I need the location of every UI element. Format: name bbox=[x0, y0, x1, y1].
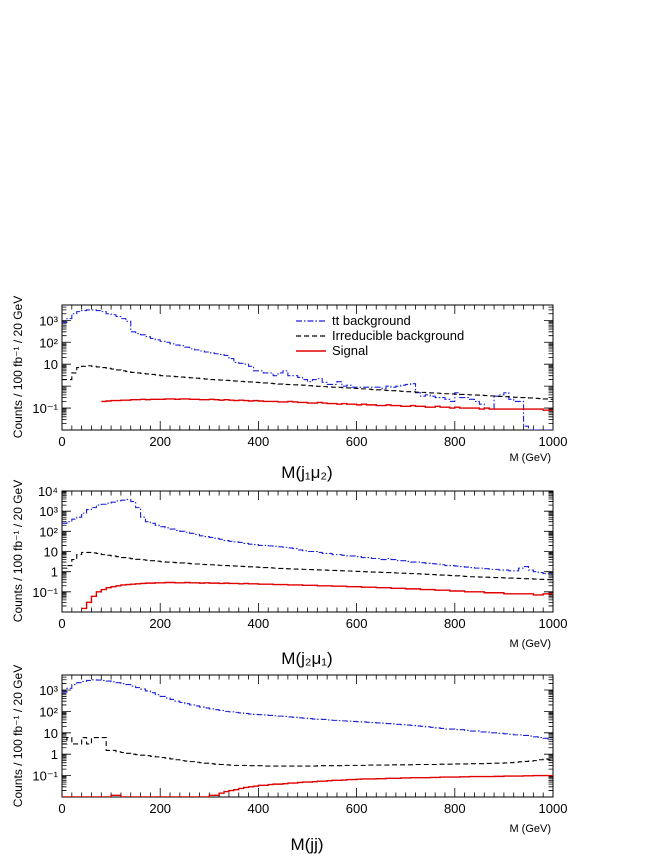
y-tick-label: 10³ bbox=[39, 683, 58, 698]
y-tick-label: 10⁻¹ bbox=[32, 401, 58, 416]
y-axis-label: Counts / 100 fb⁻¹ / 20 GeV bbox=[11, 296, 25, 438]
legend-label-signal: Signal bbox=[332, 343, 368, 358]
x-tick-label: 1000 bbox=[539, 434, 568, 449]
x-tick-label: 600 bbox=[346, 616, 368, 631]
x-tick-label: 1000 bbox=[539, 801, 568, 816]
plot-frame-3 bbox=[61, 674, 554, 798]
x-tick-label: 800 bbox=[444, 434, 466, 449]
irreducible-background-series-2 bbox=[62, 551, 553, 581]
x-tick-label: 600 bbox=[346, 801, 368, 816]
y-tick-label: 10 bbox=[44, 545, 58, 560]
y-tick-label: 10³ bbox=[39, 313, 58, 328]
plot-frame-1 bbox=[61, 304, 554, 431]
irreducible-background-series-3 bbox=[62, 736, 553, 767]
signal-series-2 bbox=[81, 581, 553, 610]
y-axis-label: Counts / 100 fb⁻¹ / 20 GeV bbox=[11, 480, 25, 622]
x-axis-unit: M (GeV) bbox=[509, 823, 551, 835]
x-tick-label: 0 bbox=[58, 801, 65, 816]
tt-background-series-1 bbox=[62, 309, 553, 430]
tt-background-series-2 bbox=[62, 498, 553, 575]
x-tick-label: 200 bbox=[149, 434, 171, 449]
y-axis-label: Counts / 100 fb⁻¹ / 20 GeV bbox=[11, 665, 25, 807]
x-tick-label: 1000 bbox=[539, 616, 568, 631]
x-tick-label: 800 bbox=[444, 616, 466, 631]
signal-series-1 bbox=[101, 398, 553, 411]
x-tick-label: 200 bbox=[149, 616, 171, 631]
legend-label-tt-background: tt background bbox=[332, 313, 411, 328]
x-tick-label: 600 bbox=[346, 434, 368, 449]
y-tick-label: 10² bbox=[39, 524, 58, 539]
irreducible-background-series-1 bbox=[62, 365, 553, 400]
x-tick-label: 200 bbox=[149, 801, 171, 816]
tt-background-series-3 bbox=[62, 679, 553, 740]
x-tick-label: 400 bbox=[248, 434, 270, 449]
y-tick-label: 10⁻¹ bbox=[32, 585, 58, 600]
plot-frame-2 bbox=[61, 490, 554, 613]
x-tick-label: 0 bbox=[58, 616, 65, 631]
axis-ticks-3 bbox=[61, 674, 554, 798]
y-tick-label: 10⁴ bbox=[38, 484, 58, 499]
x-axis-label: M(j₂μ₁) bbox=[281, 649, 332, 668]
y-tick-label: 1 bbox=[51, 565, 58, 580]
x-axis-label: M(jj) bbox=[290, 835, 323, 854]
x-axis-unit: M (GeV) bbox=[509, 452, 551, 464]
x-tick-label: 800 bbox=[444, 801, 466, 816]
y-tick-label: 10² bbox=[39, 704, 58, 719]
y-tick-label: 1 bbox=[51, 747, 58, 762]
x-axis-label: M(j₁μ₂) bbox=[281, 463, 332, 482]
x-tick-label: 400 bbox=[248, 801, 270, 816]
x-tick-label: 0 bbox=[58, 434, 65, 449]
x-axis-unit: M (GeV) bbox=[509, 638, 551, 650]
y-tick-label: 10 bbox=[44, 357, 58, 372]
signal-series-3 bbox=[62, 774, 553, 797]
axis-ticks-1 bbox=[61, 304, 554, 431]
y-tick-label: 10⁻¹ bbox=[32, 769, 58, 784]
y-tick-label: 10² bbox=[39, 335, 58, 350]
axis-ticks-2 bbox=[61, 490, 554, 613]
x-tick-label: 400 bbox=[248, 616, 270, 631]
legend-label-irreducible-background: Irreducible background bbox=[332, 328, 464, 343]
y-tick-label: 10³ bbox=[39, 504, 58, 519]
y-tick-label: 10 bbox=[44, 726, 58, 741]
